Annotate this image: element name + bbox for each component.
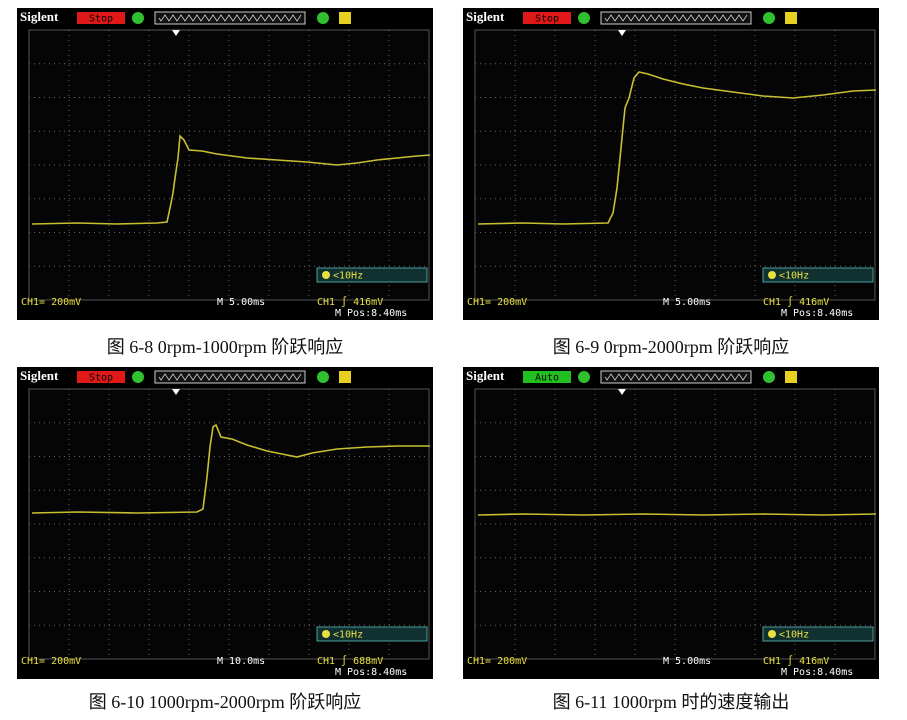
timebase: M 5.00ms: [663, 656, 711, 667]
timebase: M 5.00ms: [217, 297, 265, 308]
trigger-bar: [600, 11, 752, 25]
icon: [339, 371, 351, 383]
trigger-marker: [618, 389, 626, 395]
scope-screen: Siglent Stop <10Hz CH1= 200mV M 5.00ms CH1 ∫ …: [17, 8, 433, 320]
icon: [768, 630, 776, 638]
icon: [322, 271, 330, 279]
status-box: [77, 371, 125, 383]
trigger-pattern: [158, 373, 302, 381]
icon: [785, 371, 797, 383]
icon: [785, 12, 797, 24]
position: M Pos:8.40ms: [335, 667, 407, 678]
channel-scale: CH1= 200mV: [21, 297, 81, 308]
trigger-bar: [154, 11, 306, 25]
icon: [763, 12, 775, 24]
icon: [763, 371, 775, 383]
position: M Pos:8.40ms: [781, 667, 853, 678]
filter: <10Hz: [333, 630, 363, 641]
filter-box: [316, 626, 428, 642]
filter: <10Hz: [333, 271, 363, 282]
brand: Siglent: [20, 368, 59, 383]
icon: [132, 371, 144, 383]
icon: [132, 12, 144, 24]
status: Stop: [535, 14, 559, 25]
filter-box: [316, 267, 428, 283]
trigger-level: CH1 ∫ 416mV: [763, 296, 829, 308]
timebase: M 5.00ms: [663, 297, 711, 308]
status-box: [523, 12, 571, 24]
trigger-level: CH1 ∫ 416mV: [763, 655, 829, 667]
trace: [31, 423, 430, 514]
trace: [477, 71, 877, 225]
icon: [322, 630, 330, 638]
scope-screen: Siglent Stop <10Hz CH1= 200mV M 5.00ms CH1 ∫ …: [463, 8, 879, 320]
icon: [768, 271, 776, 279]
filter-box: [762, 267, 874, 283]
trigger-bar: [600, 370, 752, 384]
trigger-marker: [618, 30, 626, 36]
icon: [578, 12, 590, 24]
brand: Siglent: [20, 9, 59, 24]
brand: Siglent: [466, 9, 505, 24]
channel-scale: CH1= 200mV: [21, 656, 81, 667]
trigger-level: CH1 ∫ 688mV: [317, 655, 383, 667]
caption: 图 6-8 0rpm-1000rpm 阶跃响应: [106, 337, 344, 357]
position: M Pos:8.40ms: [781, 308, 853, 319]
icon: [317, 12, 329, 24]
scope-screen: Siglent Auto <10Hz CH1= 200mV M 5.00ms CH1 ∫ …: [463, 367, 879, 679]
filter-box: [762, 626, 874, 642]
icon: [317, 371, 329, 383]
trigger-marker: [172, 389, 180, 395]
status-box: [523, 371, 571, 383]
icon: [578, 371, 590, 383]
trace: [31, 134, 431, 225]
status: Auto: [535, 373, 559, 384]
position: M Pos:8.40ms: [335, 308, 407, 319]
trigger-pattern: [604, 14, 748, 22]
brand: Siglent: [466, 368, 505, 383]
status: Stop: [89, 373, 113, 384]
trigger-pattern: [604, 373, 748, 381]
channel-scale: CH1= 200mV: [467, 656, 527, 667]
caption: 图 6-11 1000rpm 时的速度输出: [552, 692, 790, 712]
filter: <10Hz: [779, 271, 809, 282]
trigger-pattern: [158, 14, 302, 22]
caption: 图 6-10 1000rpm-2000rpm 阶跃响应: [88, 692, 362, 712]
trigger-level: CH1 ∫ 416mV: [317, 296, 383, 308]
caption: 图 6-9 0rpm-2000rpm 阶跃响应: [552, 337, 790, 357]
channel-scale: CH1= 200mV: [467, 297, 527, 308]
timebase: M 10.0ms: [217, 656, 265, 667]
trigger-marker: [172, 30, 180, 36]
status: Stop: [89, 14, 113, 25]
trace: [477, 513, 877, 516]
icon: [339, 12, 351, 24]
filter: <10Hz: [779, 630, 809, 641]
scope-screen: Siglent Stop <10Hz CH1= 200mV M 10.0ms CH1 ∫ …: [17, 367, 433, 679]
status-box: [77, 12, 125, 24]
trigger-bar: [154, 370, 306, 384]
